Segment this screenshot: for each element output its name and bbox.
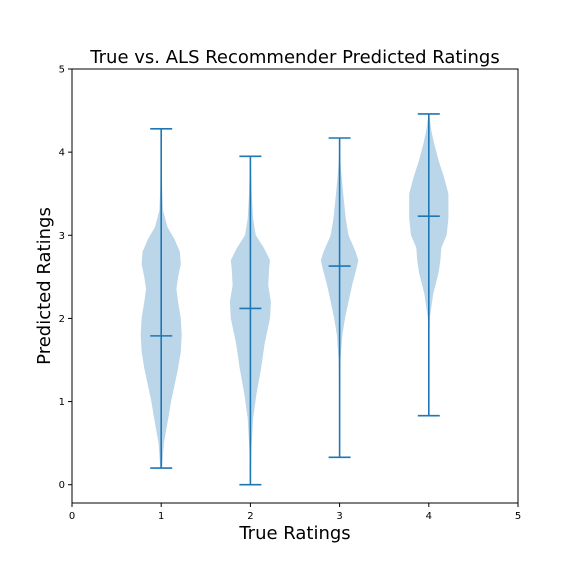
x-tick-label: 5 (515, 511, 521, 522)
x-tick-label: 4 (426, 511, 432, 522)
x-tick-label: 2 (247, 511, 253, 522)
y-axis-ticks: 0 1 2 3 4 5 (59, 65, 72, 492)
y-tick-label: 1 (59, 397, 65, 408)
violin-group (141, 114, 449, 485)
y-tick-label: 3 (59, 231, 65, 242)
x-tick-label: 1 (158, 511, 164, 522)
chart-title: True vs. ALS Recommender Predicted Ratin… (89, 47, 499, 68)
x-axis-label: True Ratings (238, 523, 350, 544)
y-axis-label: Predicted Ratings (34, 207, 55, 365)
plot-frame (72, 69, 518, 503)
y-tick-label: 4 (59, 148, 65, 159)
x-axis-ticks: 0 1 2 3 4 5 (69, 503, 521, 522)
y-tick-label: 0 (59, 480, 65, 491)
y-tick-label: 5 (59, 65, 65, 76)
y-tick-label: 2 (59, 314, 65, 325)
x-tick-label: 0 (69, 511, 75, 522)
x-tick-label: 3 (336, 511, 342, 522)
